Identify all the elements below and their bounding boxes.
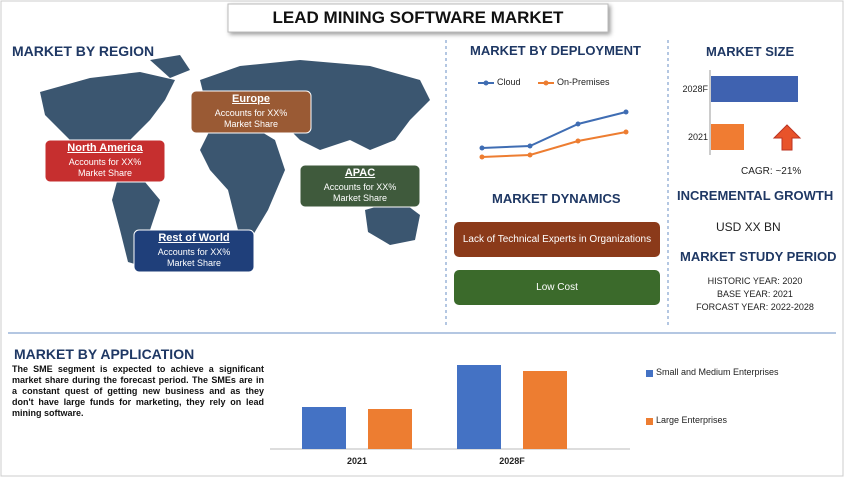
section-heading: MARKET BY APPLICATION	[14, 346, 195, 362]
x-tick-label: 2021	[346, 456, 368, 466]
region-box	[299, 164, 421, 208]
dynamics-text: Lack of Technical Experts in Organizatio…	[462, 234, 652, 245]
world-map	[40, 55, 430, 265]
region-text: Market Share	[332, 193, 388, 203]
page-title: LEAD MINING SOFTWARE MARKET	[272, 8, 564, 27]
region-box	[133, 229, 255, 273]
section-heading: MARKET BY DEPLOYMENT	[470, 43, 641, 58]
dynamics-text: Low Cost	[536, 282, 578, 293]
line	[481, 111, 627, 149]
legend-label: Cloud	[497, 77, 521, 87]
region-text: Accounts for XX%	[214, 108, 288, 118]
bar	[368, 409, 412, 449]
up-arrow	[772, 124, 802, 151]
marker	[479, 154, 485, 160]
legend-label: On-Premises	[557, 77, 610, 87]
study-line: BASE YEAR: 2021	[717, 289, 793, 299]
region-box	[190, 90, 312, 134]
incremental-value: USD XX BN	[716, 220, 781, 234]
bar	[457, 365, 501, 449]
marker	[623, 129, 629, 135]
section-heading: MARKET BY REGION	[12, 43, 155, 59]
region-name: North America	[67, 142, 143, 154]
region-text: Market Share	[166, 258, 222, 268]
application-text: The SME segment is expected to achieve a…	[12, 364, 264, 418]
marker	[575, 121, 581, 127]
region-text: Market Share	[77, 168, 133, 178]
region-text: Market Share	[223, 119, 279, 129]
marker	[479, 145, 485, 151]
cagr: CAGR: ~21%	[741, 166, 802, 177]
marker	[623, 109, 629, 115]
title-box	[227, 3, 609, 33]
x-tick-label: 2028F	[499, 456, 525, 466]
size-bar	[711, 124, 744, 150]
region-text: Accounts for XX%	[323, 182, 397, 192]
region-box	[44, 139, 166, 183]
region-name: Europe	[232, 93, 270, 105]
size-bar	[711, 76, 798, 102]
size-label: 2028F	[682, 84, 708, 94]
dynamics-box	[454, 270, 660, 305]
legend-swatch	[646, 418, 653, 425]
study-line: FORCAST YEAR: 2022-2028	[696, 302, 814, 312]
bar	[302, 407, 346, 449]
marker	[575, 138, 581, 144]
bar	[523, 371, 567, 449]
legend-marker	[483, 80, 489, 86]
marker	[527, 152, 533, 158]
legend-label: Large Enterprises	[656, 415, 728, 425]
legend-label: Small and Medium Enterprises	[656, 367, 779, 377]
region-name: APAC	[344, 167, 376, 179]
section-heading: MARKET SIZE	[706, 44, 795, 59]
region-name: Rest of World	[158, 232, 230, 244]
line	[481, 131, 627, 158]
size-label: 2021	[687, 132, 708, 142]
region-text: Accounts for XX%	[68, 157, 142, 167]
marker	[527, 143, 533, 149]
legend-swatch	[646, 370, 653, 377]
region-text: Accounts for XX%	[157, 247, 231, 257]
section-heading: MARKET DYNAMICS	[492, 191, 621, 206]
dynamics-box	[454, 222, 660, 257]
legend-marker	[543, 80, 549, 86]
study-line: HISTORIC YEAR: 2020	[707, 276, 803, 286]
section-heading: INCREMENTAL GROWTH	[677, 188, 834, 203]
section-heading: MARKET STUDY PERIOD	[680, 249, 837, 264]
